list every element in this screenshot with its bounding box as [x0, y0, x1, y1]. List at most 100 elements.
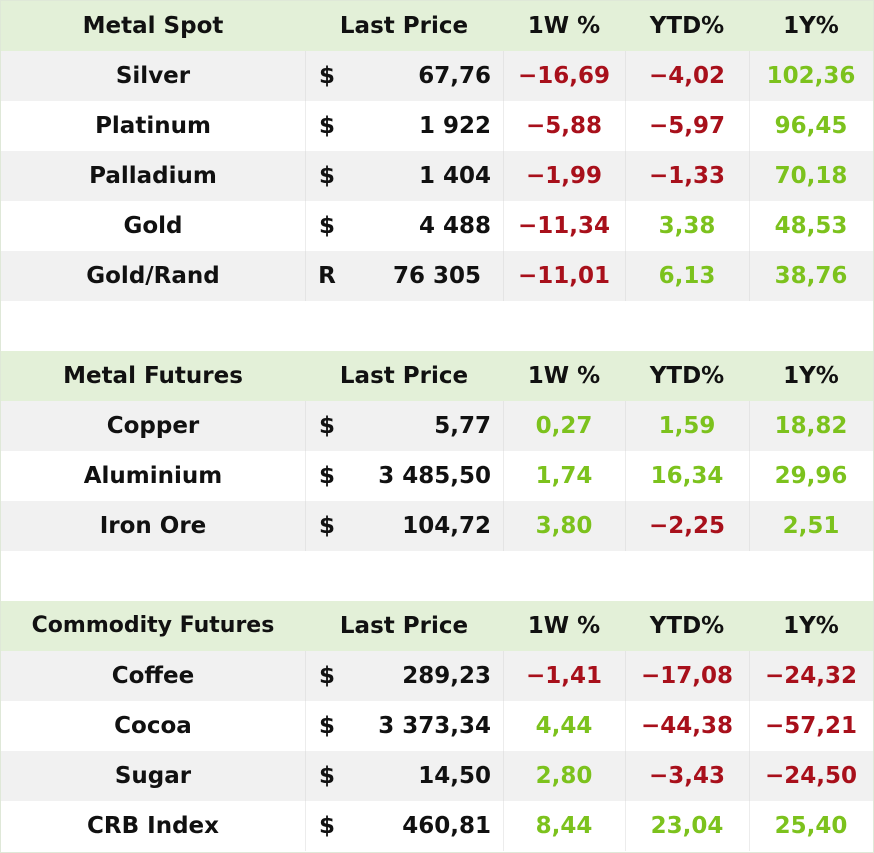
- last-price: 3 373,34: [378, 713, 491, 739]
- change-ytd: 1,59: [658, 413, 716, 439]
- change-1y: −57,21: [764, 713, 858, 739]
- currency-symbol: $: [318, 413, 335, 439]
- change-1y: −24,50: [764, 763, 858, 789]
- change-ytd: −44,38: [640, 713, 734, 739]
- spacer-row: [1, 301, 873, 351]
- spacer-row: [1, 551, 873, 601]
- change-1w: 2,80: [535, 763, 593, 789]
- currency-symbol: $: [318, 213, 335, 239]
- last-price: 104,72: [402, 513, 491, 539]
- column-divider: [749, 701, 750, 751]
- column-divider: [305, 51, 306, 101]
- change-ytd: −17,08: [640, 663, 734, 689]
- currency-symbol: $: [318, 63, 335, 89]
- change-ytd: −1,33: [648, 163, 726, 189]
- commodity-name: Aluminium: [83, 463, 223, 489]
- change-1w: −16,69: [517, 63, 611, 89]
- section-title: Commodity Futures: [31, 613, 275, 638]
- change-1w: 8,44: [535, 813, 593, 839]
- change-ytd: −2,25: [648, 513, 726, 539]
- column-divider: [503, 401, 504, 451]
- table-row: Coffee $ 289,23 −1,41 −17,08 −24,32: [1, 651, 873, 701]
- currency-symbol: $: [318, 713, 335, 739]
- commodity-name: Cocoa: [114, 713, 192, 739]
- column-divider: [749, 501, 750, 551]
- last-price: 289,23: [402, 663, 491, 689]
- column-divider: [305, 451, 306, 501]
- commodity-name: Coffee: [111, 663, 195, 689]
- header-ytd: YTD%: [649, 363, 725, 389]
- column-divider: [305, 101, 306, 151]
- section-title: Metal Futures: [63, 363, 243, 389]
- column-divider: [625, 501, 626, 551]
- change-1y: 102,36: [766, 63, 856, 89]
- change-1w: −5,88: [525, 113, 603, 139]
- column-divider: [305, 251, 306, 301]
- last-price: 5,77: [434, 413, 491, 439]
- table-row: Silver $ 67,76 −16,69 −4,02 102,36: [1, 51, 873, 101]
- table-row: Palladium $ 1 404 −1,99 −1,33 70,18: [1, 151, 873, 201]
- change-1y: −24,32: [764, 663, 858, 689]
- header-1y: 1Y%: [783, 13, 839, 39]
- header-1y: 1Y%: [783, 363, 839, 389]
- column-divider: [625, 651, 626, 701]
- last-price: 3 485,50: [378, 463, 491, 489]
- column-divider: [305, 501, 306, 551]
- commodity-name: Iron Ore: [99, 513, 207, 539]
- commodity-name: Gold/Rand: [86, 263, 220, 289]
- table-row: Copper $ 5,77 0,27 1,59 18,82: [1, 401, 873, 451]
- currency-symbol: R: [318, 263, 336, 289]
- commodity-name: Copper: [106, 413, 200, 439]
- change-1y: 38,76: [774, 263, 848, 289]
- column-divider: [305, 201, 306, 251]
- last-price: 76 305: [392, 263, 481, 289]
- table-row: Aluminium $ 3 485,50 1,74 16,34 29,96: [1, 451, 873, 501]
- column-divider: [625, 201, 626, 251]
- header-ytd: YTD%: [649, 13, 725, 39]
- currency-symbol: $: [318, 813, 335, 839]
- change-1y: 25,40: [774, 813, 848, 839]
- column-divider: [503, 751, 504, 801]
- column-divider: [749, 151, 750, 201]
- column-divider: [625, 751, 626, 801]
- section-header-metal-spot: Metal Spot Last Price 1W % YTD% 1Y%: [1, 1, 873, 51]
- header-last-price: Last Price: [339, 363, 469, 389]
- column-divider: [749, 801, 750, 851]
- column-divider: [503, 151, 504, 201]
- change-1y: 18,82: [774, 413, 848, 439]
- column-divider: [503, 451, 504, 501]
- section-header-metal-futures: Metal Futures Last Price 1W % YTD% 1Y%: [1, 351, 873, 401]
- change-ytd: −4,02: [648, 63, 726, 89]
- column-divider: [749, 201, 750, 251]
- last-price: 67,76: [418, 63, 491, 89]
- column-divider: [305, 151, 306, 201]
- table-row: Gold $ 4 488 −11,34 3,38 48,53: [1, 201, 873, 251]
- column-divider: [503, 101, 504, 151]
- currency-symbol: $: [318, 163, 335, 189]
- change-1w: 0,27: [535, 413, 593, 439]
- column-divider: [503, 201, 504, 251]
- section-title: Metal Spot: [82, 13, 224, 39]
- column-divider: [625, 251, 626, 301]
- column-divider: [503, 701, 504, 751]
- column-divider: [625, 401, 626, 451]
- change-1w: 4,44: [535, 713, 593, 739]
- column-divider: [749, 451, 750, 501]
- currency-symbol: $: [318, 763, 335, 789]
- column-divider: [749, 651, 750, 701]
- table-row: Iron Ore $ 104,72 3,80 −2,25 2,51: [1, 501, 873, 551]
- table-row: Cocoa $ 3 373,34 4,44 −44,38 −57,21: [1, 701, 873, 751]
- table-row: Gold/Rand R 76 305 −11,01 6,13 38,76: [1, 251, 873, 301]
- last-price: 460,81: [402, 813, 491, 839]
- header-last-price: Last Price: [339, 613, 469, 639]
- column-divider: [305, 801, 306, 851]
- change-1y: 2,51: [782, 513, 840, 539]
- commodity-name: Palladium: [89, 163, 217, 189]
- column-divider: [749, 101, 750, 151]
- currency-symbol: $: [318, 113, 335, 139]
- change-1w: −11,34: [517, 213, 611, 239]
- currency-symbol: $: [318, 513, 335, 539]
- header-ytd: YTD%: [649, 613, 725, 639]
- commodity-name: CRB Index: [87, 813, 219, 839]
- column-divider: [625, 51, 626, 101]
